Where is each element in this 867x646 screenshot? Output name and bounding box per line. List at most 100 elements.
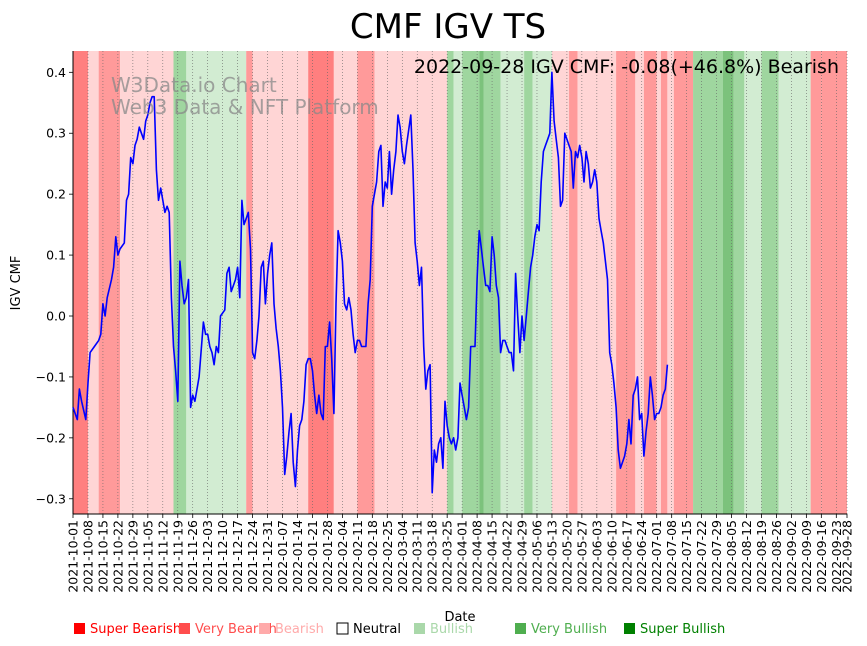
- x-tick-label: 2022-04-01: [455, 520, 470, 593]
- x-tick-label: 2022-04-15: [485, 520, 500, 593]
- x-tick-label: 2021-10-29: [125, 520, 140, 593]
- x-tick-label: 2022-02-18: [365, 520, 380, 593]
- x-tick-label: 2022-09-09: [799, 520, 814, 593]
- regime-band-very_bullish: [733, 51, 745, 514]
- x-tick-label: 2021-10-15: [95, 520, 110, 593]
- x-tick-label: 2022-05-27: [574, 520, 589, 593]
- x-tick-label: 2022-07-01: [649, 520, 664, 593]
- regime-band-bullish: [500, 51, 525, 514]
- legend-label: Bearish: [275, 622, 324, 637]
- x-tick-label: 2021-10-08: [80, 520, 95, 593]
- x-tick-label: 2022-01-07: [275, 520, 290, 593]
- x-tick-label: 2022-09-28: [840, 520, 855, 593]
- x-tick-label: 2022-03-04: [395, 520, 410, 593]
- regime-band-very_bearish: [569, 51, 578, 514]
- x-tick-label: 2022-09-16: [814, 520, 829, 593]
- y-tick-label: 0.0: [46, 309, 66, 324]
- regime-band-bullish: [744, 51, 762, 514]
- legend-item: Neutral: [336, 622, 401, 637]
- regime-band-bullish: [186, 51, 247, 514]
- watermark-line-2: Web3 Data & NFT Platform: [111, 95, 379, 119]
- legend-item: Bullish: [414, 622, 473, 637]
- regime-band-very_bearish: [357, 51, 375, 514]
- chart-title: CMF IGV TS: [350, 7, 546, 47]
- y-axis-label: IGV CMF: [9, 256, 24, 311]
- y-tick-label: −0.2: [36, 430, 66, 445]
- regime-band-bearish: [333, 51, 358, 514]
- x-tick-label: 2022-03-25: [440, 520, 455, 593]
- x-tick-label: 2022-03-11: [410, 520, 425, 593]
- y-tick-label: −0.1: [36, 369, 66, 384]
- legend-swatch: [414, 623, 425, 634]
- legend-label: Bullish: [430, 622, 473, 637]
- regime-band-bullish: [532, 51, 552, 514]
- x-tick-label: 2022-04-08: [470, 520, 485, 593]
- x-tick-label: 2021-11-19: [170, 520, 185, 593]
- regime-band-very_bullish: [447, 51, 454, 514]
- x-tick-label: 2022-02-04: [335, 520, 350, 593]
- regime-band-super_bearish: [73, 51, 88, 514]
- regime-band-very_bullish: [524, 51, 533, 514]
- x-tick-label: 2022-08-05: [724, 520, 739, 593]
- x-tick-label: 2021-12-10: [215, 520, 230, 593]
- legend-swatch: [74, 623, 85, 634]
- regime-band-bearish: [656, 51, 661, 514]
- x-tick-label: 2022-05-20: [559, 520, 574, 593]
- x-tick-label: 2021-12-03: [200, 520, 215, 593]
- plot-area: 2021-10-01 2021-10-08 2021-10-15 2021-10-22…: [36, 51, 855, 593]
- regime-band-bullish: [453, 51, 463, 514]
- y-tick-label: 0.2: [46, 187, 66, 202]
- y-tick-label: 0.1: [46, 248, 66, 263]
- legend-label: Very Bullish: [531, 622, 607, 637]
- x-tick-label: 2022-01-14: [290, 520, 305, 593]
- y-tick-label: 0.3: [46, 126, 66, 141]
- x-tick-label: 2022-07-29: [709, 520, 724, 593]
- regime-band-bearish: [635, 51, 644, 514]
- x-tick-label: 2022-07-08: [664, 520, 679, 593]
- x-tick-label: 2022-08-26: [769, 520, 784, 593]
- x-tick-label: 2022-07-22: [694, 520, 709, 593]
- regime-band-very_bearish: [821, 51, 847, 514]
- legend-item: Bearish: [259, 622, 324, 637]
- regime-band-very_bearish: [246, 51, 253, 514]
- watermark-line-1: W3Data.io Chart: [111, 73, 277, 97]
- x-tick-label: 2022-08-19: [754, 520, 769, 593]
- regime-band-very_bearish: [98, 51, 121, 514]
- legend-item: Very Bullish: [515, 622, 607, 637]
- legend-label: Neutral: [353, 622, 401, 637]
- legend-item: Very Bearish: [179, 622, 277, 637]
- regime-band-very_bearish: [673, 51, 694, 514]
- x-tick-label: 2022-07-15: [679, 520, 694, 593]
- x-axis-label: Date: [444, 610, 475, 625]
- legend-swatch: [515, 623, 526, 634]
- x-tick-label: 2022-06-10: [604, 520, 619, 593]
- regime-band-bearish: [667, 51, 674, 514]
- regime-band-very_bullish: [462, 51, 480, 514]
- latest-value-annotation: 2022-09-28 IGV CMF: -0.08(+46.8%) Bearis…: [414, 56, 839, 78]
- x-tick-label: 2021-11-26: [185, 520, 200, 593]
- legend-label: Super Bearish: [90, 622, 181, 637]
- series-line-igv-cmf: [72, 71, 669, 494]
- legend-label: Very Bearish: [195, 622, 277, 637]
- legend-swatch: [336, 622, 349, 635]
- regime-band-very_bullish: [761, 51, 779, 514]
- x-tick-label: 2022-04-29: [515, 520, 530, 593]
- regime-band-super_bullish: [722, 51, 734, 514]
- x-tick-label: 2022-02-11: [350, 520, 365, 593]
- regime-band-very_bearish: [660, 51, 668, 514]
- x-tick-label: 2021-12-17: [230, 520, 245, 593]
- y-tick-label: −0.3: [36, 491, 66, 506]
- x-tick-label: 2022-06-17: [619, 520, 634, 593]
- regime-band-bearish: [551, 51, 570, 514]
- regime-band-very_bearish: [616, 51, 636, 514]
- regime-band-bearish: [120, 51, 174, 514]
- x-tick-label: 2022-05-06: [529, 520, 544, 593]
- regime-band-super_bullish: [479, 51, 484, 514]
- x-tick-label: 2021-12-24: [245, 520, 260, 593]
- regime-band-bearish: [87, 51, 99, 514]
- regime-band-very_bearish: [810, 51, 822, 514]
- legend-item: Super Bullish: [624, 622, 725, 637]
- regime-band-bullish: [778, 51, 811, 514]
